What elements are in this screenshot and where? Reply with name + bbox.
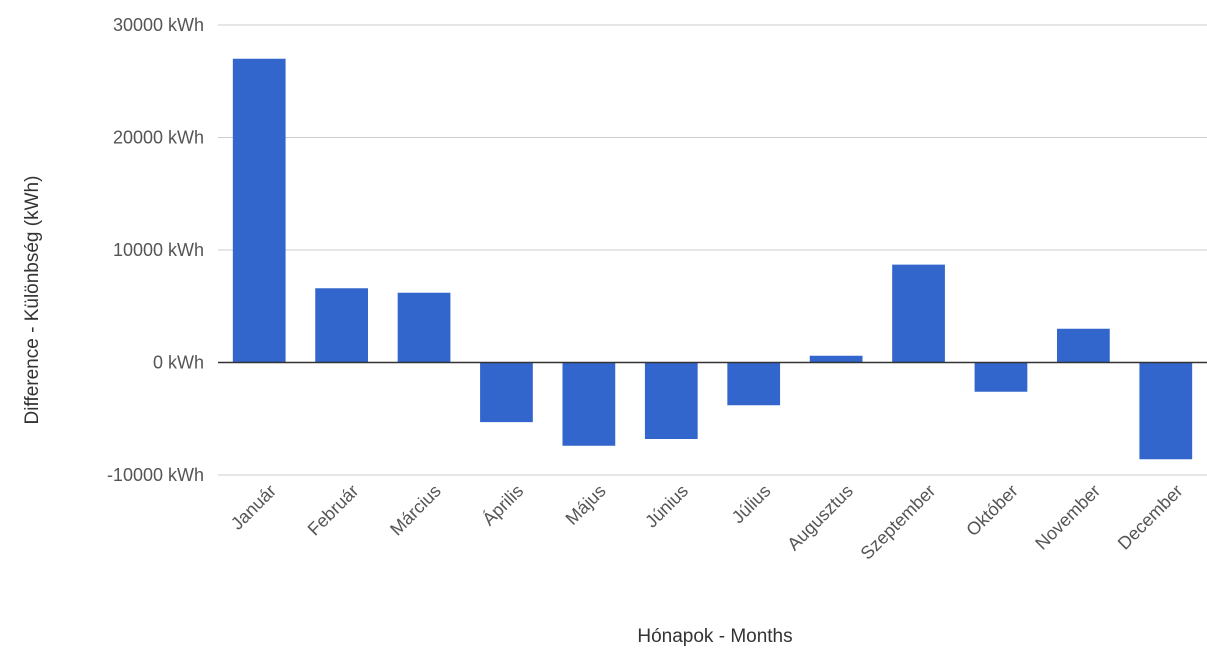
bar-május [562,362,616,446]
bar-szeptember [892,264,945,363]
x-tick-label: November [1031,481,1104,554]
x-axis-tick-labels: Január Február Március Április Május Június Jú… [227,481,1187,564]
x-tick-label: Február [304,481,363,540]
x-tick-label: Szeptember [857,481,940,564]
y-tick-label: 30000 kWh [113,15,204,35]
x-tick-label: Október [962,481,1021,540]
x-axis-title: Hónapok - Months [637,626,792,647]
bar-július [727,362,781,406]
bar-október [974,362,1028,392]
x-tick-label: Január [227,481,280,534]
bar-február [315,288,368,363]
y-tick-label: 0 kWh [153,353,204,373]
y-axis-title: Difference - Különbség (kWh) [22,176,43,425]
x-tick-label: Május [562,481,610,529]
gridlines [218,24,1207,476]
x-tick-label: Június [641,481,692,532]
y-tick-label: -10000 kWh [107,465,204,485]
y-tick-label: 10000 kWh [113,240,204,260]
y-tick-label: 20000 kWh [113,128,204,148]
x-tick-label: Augusztus [783,481,857,555]
bar-november [1057,328,1110,363]
bars [232,58,1193,460]
bar-június [644,362,698,439]
x-tick-label: Április [478,481,527,530]
x-tick-label: Július [728,481,775,528]
y-axis-tick-labels: 30000 kWh 20000 kWh 10000 kWh 0 kWh -10000 k… [107,15,204,485]
bar-december [1139,362,1193,460]
x-tick-label: Március [386,481,445,540]
bar-január [232,58,286,363]
bar-augusztus [809,355,863,363]
x-tick-label: December [1114,481,1187,554]
bar-március [397,292,451,363]
bar-április [480,362,533,423]
